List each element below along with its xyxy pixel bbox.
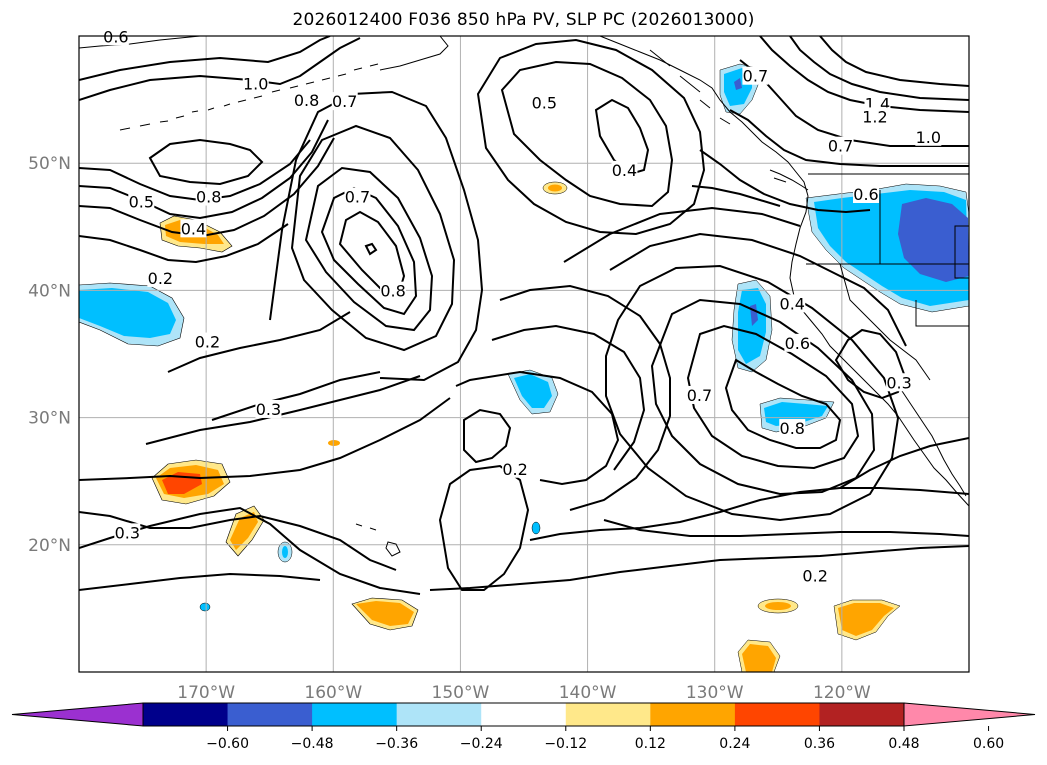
contour-label: 0.7	[345, 188, 370, 207]
contour-label: 0.4	[780, 294, 805, 313]
colorbar-tick-label: 0.24	[719, 736, 750, 752]
contour-label: 1.2	[862, 107, 887, 126]
lat-tick-label: 40°N	[28, 281, 71, 301]
contour-label: 0.6	[853, 185, 878, 204]
latitude-labels: 20°N 30°N 40°N 50°N	[28, 154, 71, 556]
colorbar-segment	[819, 703, 905, 726]
colorbar-segment	[734, 703, 820, 726]
slp-contours	[79, 36, 969, 595]
colorbar-tick-label: 0.12	[635, 736, 666, 752]
coastline	[79, 36, 969, 557]
contour-label: 0.3	[115, 523, 140, 542]
contour-label-bg	[502, 459, 529, 478]
lon-tick-label: 170°W	[177, 683, 235, 703]
map-gridlines	[79, 36, 969, 672]
contour-label: 0.8	[196, 188, 221, 207]
colorbar-tick-label: −0.48	[291, 736, 334, 752]
contour-label-bg	[242, 74, 269, 93]
colorbar-segment	[227, 703, 313, 726]
lat-tick-label: 50°N	[28, 154, 71, 174]
contour-label-bg	[742, 66, 769, 85]
lon-tick-label: 120°W	[813, 683, 871, 703]
contour-label: 0.7	[332, 92, 357, 111]
contour-label-bg	[180, 219, 207, 238]
contour-label-bg	[886, 373, 913, 392]
contour-label: 0.3	[256, 400, 281, 419]
contour-label-bg	[128, 192, 155, 211]
contour-label: 0.7	[743, 67, 768, 86]
contour-label-bg	[293, 90, 320, 109]
lon-tick-label: 130°W	[686, 683, 744, 703]
colorbar-tick-label: −0.60	[206, 736, 249, 752]
colorbar-extend-low	[11, 702, 144, 727]
colorbar-segment	[396, 703, 482, 726]
colorbar-outline	[142, 702, 905, 727]
contour-label-bg	[531, 93, 558, 112]
contour-label-bg	[611, 160, 638, 179]
contour-label-bg	[853, 185, 880, 203]
map-frame	[78, 35, 970, 673]
lat-tick-label: 20°N	[28, 536, 71, 556]
contour-label: 0.4	[181, 219, 206, 238]
colorbar-segment	[565, 703, 651, 726]
contour-label: 0.6	[785, 334, 810, 353]
colorbar-tick-label: −0.24	[460, 736, 503, 752]
contour-label: 0.7	[828, 137, 853, 156]
lon-tick-label: 140°W	[559, 683, 617, 703]
map-title: 2026012400 F036 850 hPa PV, SLP PC (2026…	[292, 10, 755, 30]
contour-label-bg	[380, 281, 407, 300]
contour-label: 0.8	[294, 91, 319, 110]
contour-label-bg	[779, 419, 806, 438]
contour-label: 1.0	[243, 74, 268, 93]
colorbar-extend-high	[903, 702, 1036, 727]
contour-label: 0.5	[532, 93, 557, 112]
colorbar-tick-label: −0.12	[544, 736, 587, 752]
contour-label: 0.2	[195, 333, 220, 352]
contour-label-bg	[147, 268, 174, 287]
contour-label-bg	[779, 294, 806, 313]
contour-label-bg	[344, 187, 371, 206]
contour-label: 1.0	[916, 128, 941, 147]
colorbar-tick-label: 0.36	[804, 736, 835, 752]
contour-label: 0.3	[886, 373, 911, 392]
colorbar-segment	[650, 703, 736, 726]
colorbar-tick-label: 0.60	[973, 736, 1004, 752]
contour-label: 0.2	[502, 460, 527, 479]
colorbar-tick-label: −0.36	[375, 736, 418, 752]
colorbar-segment	[481, 703, 567, 726]
colorbar-segment	[312, 703, 398, 726]
lon-tick-label: 150°W	[432, 683, 490, 703]
lat-tick-label: 30°N	[28, 409, 71, 429]
contour-label: 0.2	[148, 269, 173, 288]
contour-label: 0.6	[103, 27, 128, 46]
contour-label: 0.4	[612, 161, 637, 180]
colorbar-tick-label: 0.48	[888, 736, 919, 752]
colorbar: −0.60 −0.48 −0.36 −0.24 −0.12 0.12 0.24 0.36 0.4…	[11, 702, 1036, 752]
contour-labels: 0.61.00.8 0.7 0.50.71.41.21.00.70.40.80.5 0…	[102, 27, 942, 586]
contour-label: 0.5	[129, 193, 154, 212]
contour-label: 0.2	[802, 567, 827, 586]
contour-label-bg	[114, 523, 141, 542]
colorbar-segment	[143, 703, 229, 726]
contour-label-bg	[802, 566, 829, 585]
contour-label-bg	[827, 136, 854, 155]
contour-label-bg	[686, 385, 713, 404]
contour-label-bg	[195, 187, 222, 206]
contour-label-bg	[915, 127, 942, 146]
contour-label-bg	[861, 107, 888, 126]
lon-tick-label: 160°W	[304, 683, 362, 703]
contour-label: 0.7	[687, 386, 712, 405]
contour-label-bg	[194, 332, 221, 351]
contour-label-bg	[331, 92, 358, 111]
contour-label-bg	[784, 333, 811, 352]
contour-label: 0.8	[780, 419, 805, 438]
contour-label-bg	[255, 399, 282, 418]
longitude-labels: 170°W 160°W 150°W 140°W 130°W 120°W	[177, 683, 871, 703]
contour-label: 0.8	[380, 282, 405, 301]
